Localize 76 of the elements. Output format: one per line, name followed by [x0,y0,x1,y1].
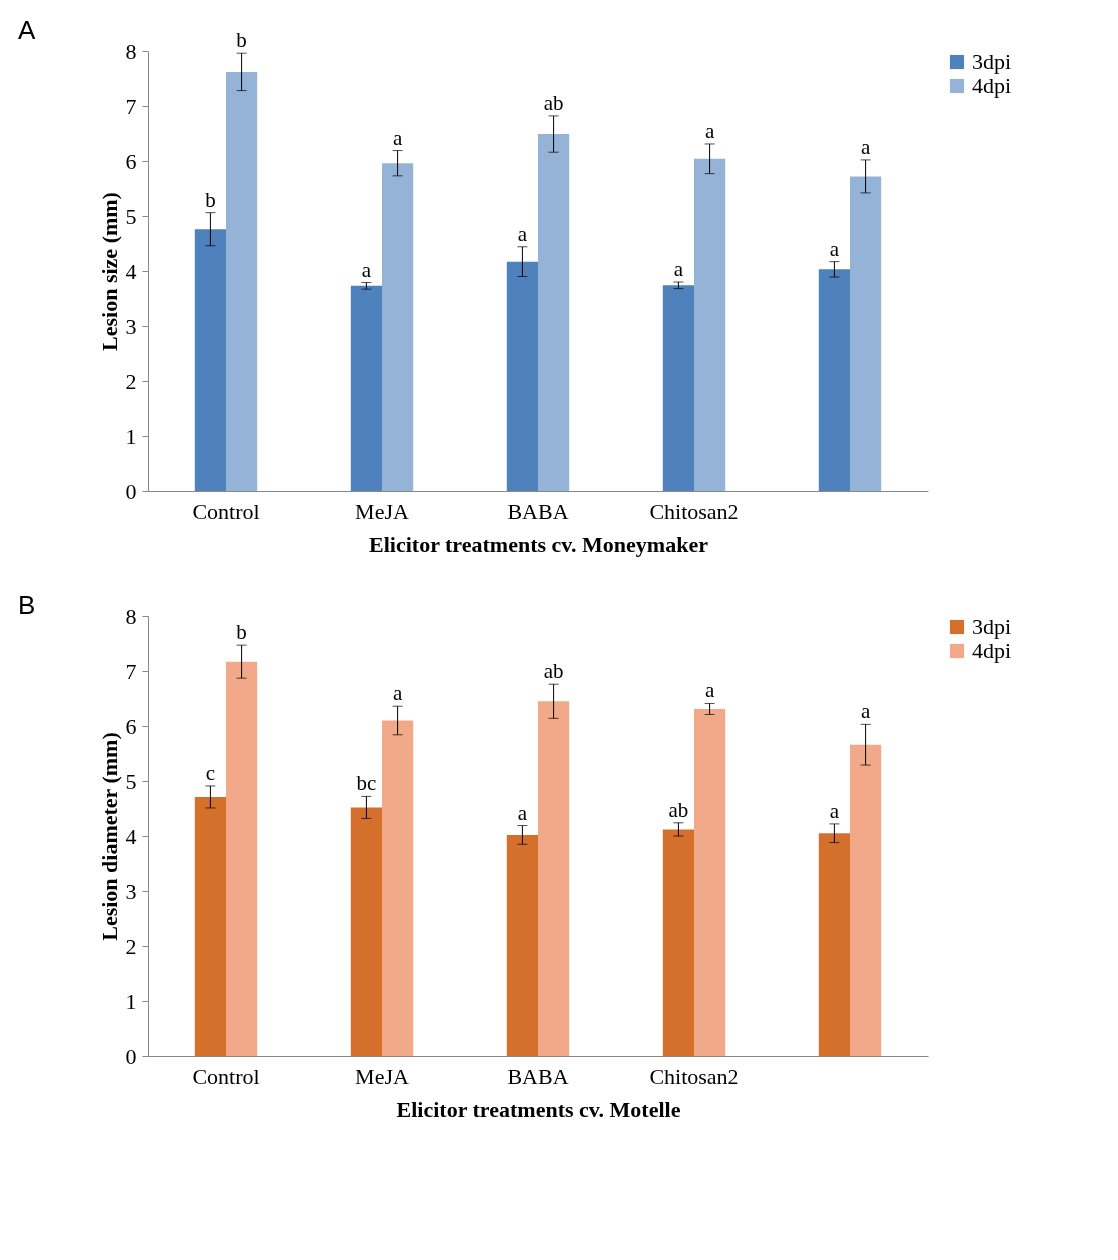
bar [538,134,570,491]
y-tick-label: 8 [125,38,137,64]
bar [382,163,414,491]
data-label: a [392,125,403,150]
data-label: a [361,257,372,282]
y-tick-label: 2 [125,368,137,394]
data-label: b [236,620,247,645]
bar [226,71,258,491]
y-tick-label: 8 [125,603,137,629]
y-tick-label: 3 [125,313,137,339]
bar [506,834,538,1056]
bar [662,285,694,491]
data-label: a [860,699,871,724]
y-tick-label: 1 [125,423,137,449]
data-label: c [205,760,216,785]
x-axis-title: Elicitor treatments cv. Motelle [396,1096,681,1122]
legend-label: 4dpi [972,638,1012,663]
y-tick-label: 4 [125,823,137,849]
y-tick-label: 6 [125,148,137,174]
data-label: a [517,221,528,246]
bar [850,744,882,1056]
bar [662,829,694,1056]
y-tick-label: 5 [125,203,137,229]
data-label: a [829,798,840,823]
data-label: b [205,187,216,212]
y-tick-label: 2 [125,933,137,959]
y-tick-label: 0 [125,1043,137,1069]
x-axis-title: Elicitor treatments cv. Moneymaker [369,531,709,557]
legend-label: 3dpi [972,49,1012,74]
bar [818,833,850,1056]
y-tick-label: 0 [125,478,137,504]
x-tick-label: Chitosan2 [649,498,739,524]
bar [506,261,538,491]
data-label: ab [668,797,689,822]
y-tick-label: 6 [125,713,137,739]
x-tick-label: Control [192,1063,260,1089]
y-axis-title: Lesion diameter (mm) [96,732,122,941]
bar [850,176,882,491]
text: B [18,590,36,620]
bar [226,661,258,1056]
bar [350,285,382,491]
data-label: b [236,28,247,53]
x-tick-label: Chitosan2 [649,1063,739,1089]
y-tick-label: 3 [125,878,137,904]
data-label: bc [356,771,377,796]
y-tick-label: 1 [125,988,137,1014]
x-tick-label: MeJA [355,498,409,524]
data-label: a [860,134,871,159]
bar [538,701,570,1056]
bar [194,796,226,1056]
y-axis-title: Lesion size (mm) [96,192,122,351]
data-label: a [704,678,715,703]
bar [694,708,726,1056]
data-label: a [673,257,684,281]
data-label: a [704,118,715,143]
bar [382,720,414,1056]
x-tick-label: BABA [507,498,569,524]
bar [694,158,726,491]
legend-label: 4dpi [972,73,1012,98]
y-tick-label: 5 [125,768,137,794]
data-label: a [829,236,840,261]
bar [350,807,382,1056]
bar [818,269,850,491]
y-tick-label: 7 [125,658,137,684]
data-label: ab [543,90,564,115]
legend-label: 3dpi [972,614,1012,639]
bar [194,229,226,491]
x-tick-label: BABA [507,1063,569,1089]
data-label: ab [543,659,564,684]
text: A [18,15,36,46]
data-label: a [392,681,403,706]
data-label: a [517,800,528,825]
x-tick-label: MeJA [355,1063,409,1089]
x-tick-label: Control [192,498,260,524]
y-tick-label: 7 [125,93,137,119]
y-tick-label: 4 [125,258,137,284]
